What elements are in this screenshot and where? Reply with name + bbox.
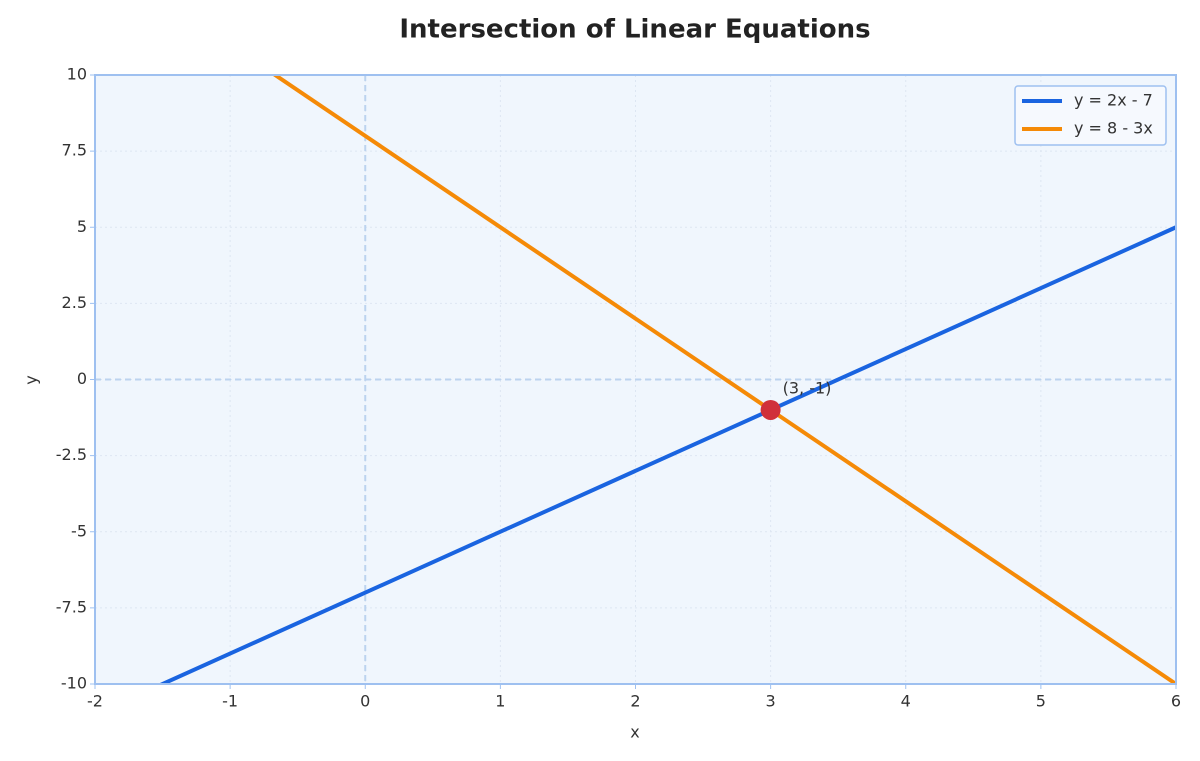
legend-label: y = 2x - 7 [1074, 91, 1153, 110]
x-tick-label: 5 [1036, 692, 1046, 711]
y-tick-label: 2.5 [62, 293, 87, 312]
chart-title: Intersection of Linear Equations [399, 15, 870, 45]
x-axis-label: x [630, 723, 639, 742]
y-tick-label: -10 [61, 674, 87, 693]
y-tick-label: 5 [77, 217, 87, 236]
y-tick-label: 10 [67, 65, 87, 84]
plot-lines [157, 75, 1176, 684]
x-tick-label: 2 [630, 692, 640, 711]
y-tick-label: -7.5 [56, 597, 87, 616]
y-tick-label: -5 [71, 521, 87, 540]
y-tick-label: 7.5 [62, 141, 87, 160]
y-tick-label: -2.5 [56, 445, 87, 464]
series-line [157, 225, 1176, 684]
y-axis-label: y [22, 375, 41, 384]
point-label: (3, -1) [783, 378, 832, 397]
plot-border [94, 74, 1177, 685]
x-tick-label: 0 [360, 692, 370, 711]
legend-label: y = 8 - 3x [1074, 119, 1153, 138]
y-tick-label: 0 [77, 369, 87, 388]
series-line [271, 75, 1176, 684]
x-tick-label: -1 [222, 692, 238, 711]
x-tick-label: 4 [901, 692, 911, 711]
x-tick-label: -2 [87, 692, 103, 711]
x-tick-label: 3 [766, 692, 776, 711]
intersection-point [760, 399, 781, 420]
x-tick-label: 1 [495, 692, 505, 711]
x-tick-label: 6 [1171, 692, 1181, 711]
